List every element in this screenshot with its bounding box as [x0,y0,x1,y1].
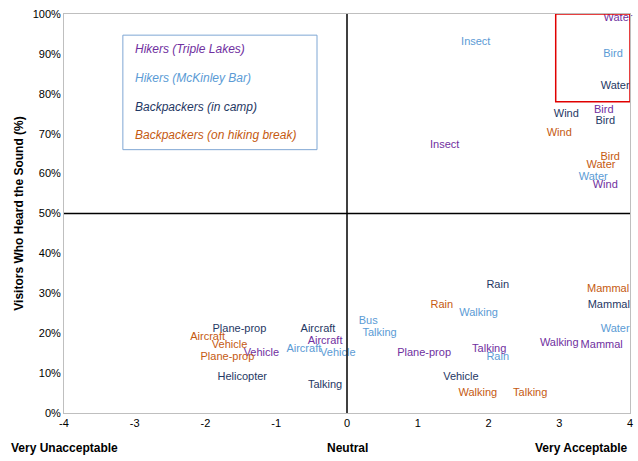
svg-text:Talking: Talking [362,326,396,338]
svg-text:2: 2 [485,417,491,429]
svg-text:Walking: Walking [459,306,498,318]
svg-text:4: 4 [627,417,633,429]
svg-text:40%: 40% [39,247,61,259]
svg-text:Aircraft: Aircraft [301,322,336,334]
svg-text:Plane-prop: Plane-prop [201,350,255,362]
svg-text:Plane-prop: Plane-prop [213,322,267,334]
svg-text:Aircraft: Aircraft [286,342,321,354]
svg-text:60%: 60% [39,167,61,179]
svg-text:Bird: Bird [595,114,615,126]
svg-text:Neutral: Neutral [327,441,368,455]
svg-text:Water: Water [601,79,630,91]
svg-text:80%: 80% [39,88,61,100]
svg-text:Aircraft: Aircraft [308,334,343,346]
svg-text:Rain: Rain [486,278,509,290]
svg-text:Bird: Bird [594,103,614,115]
svg-text:Rain: Rain [430,298,453,310]
svg-text:Mammal: Mammal [581,338,623,350]
svg-text:Wind: Wind [547,126,572,138]
svg-text:Aircraft: Aircraft [190,330,225,342]
svg-text:30%: 30% [39,287,61,299]
svg-text:100%: 100% [33,8,61,20]
svg-text:Backpackers (on hiking break): Backpackers (on hiking break) [135,128,296,142]
svg-text:Very Acceptable: Very Acceptable [535,441,628,455]
svg-text:Vehicle: Vehicle [320,346,355,358]
svg-text:Wind: Wind [593,178,618,190]
svg-text:Visitors Who Heard the Sound (: Visitors Who Heard the Sound (%) [12,116,26,310]
svg-text:Walking: Walking [540,336,579,348]
svg-text:90%: 90% [39,48,61,60]
svg-text:Bird: Bird [603,47,623,59]
svg-text:Water: Water [604,11,633,23]
svg-text:-2: -2 [201,417,211,429]
svg-text:Hikers (McKinley Bar): Hikers (McKinley Bar) [135,71,251,85]
svg-text:70%: 70% [39,128,61,140]
svg-text:Mammal: Mammal [587,282,629,294]
svg-text:Helicopter: Helicopter [218,370,268,382]
svg-text:Very Unacceptable: Very Unacceptable [11,441,118,455]
svg-text:Vehicle: Vehicle [212,338,247,350]
svg-text:Plane-prop: Plane-prop [397,346,451,358]
svg-text:Water: Water [587,158,616,170]
svg-text:Hikers (Triple Lakes): Hikers (Triple Lakes) [135,42,245,56]
svg-text:Vehicle: Vehicle [244,346,279,358]
svg-text:Talking: Talking [513,386,547,398]
svg-text:-3: -3 [130,417,140,429]
svg-text:Vehicle: Vehicle [443,370,478,382]
svg-text:0: 0 [344,417,350,429]
svg-text:-1: -1 [271,417,281,429]
svg-text:3: 3 [556,417,562,429]
svg-text:Wind: Wind [554,107,579,119]
svg-text:50%: 50% [39,207,61,219]
svg-text:10%: 10% [39,367,61,379]
svg-text:Rain: Rain [486,350,509,362]
svg-text:Bus: Bus [359,314,378,326]
svg-text:-4: -4 [59,417,69,429]
svg-text:0%: 0% [45,407,61,419]
svg-text:Talking: Talking [308,378,342,390]
svg-text:20%: 20% [39,327,61,339]
svg-text:Insect: Insect [461,35,490,47]
svg-text:Bird: Bird [600,150,620,162]
svg-text:Talking: Talking [472,342,506,354]
svg-text:Walking: Walking [459,386,498,398]
svg-text:Backpackers (in camp): Backpackers (in camp) [135,100,257,114]
svg-text:Water: Water [579,170,608,182]
svg-text:Mammal: Mammal [588,298,630,310]
svg-text:Insect: Insect [430,138,459,150]
svg-text:Water: Water [601,322,630,334]
svg-text:1: 1 [415,417,421,429]
